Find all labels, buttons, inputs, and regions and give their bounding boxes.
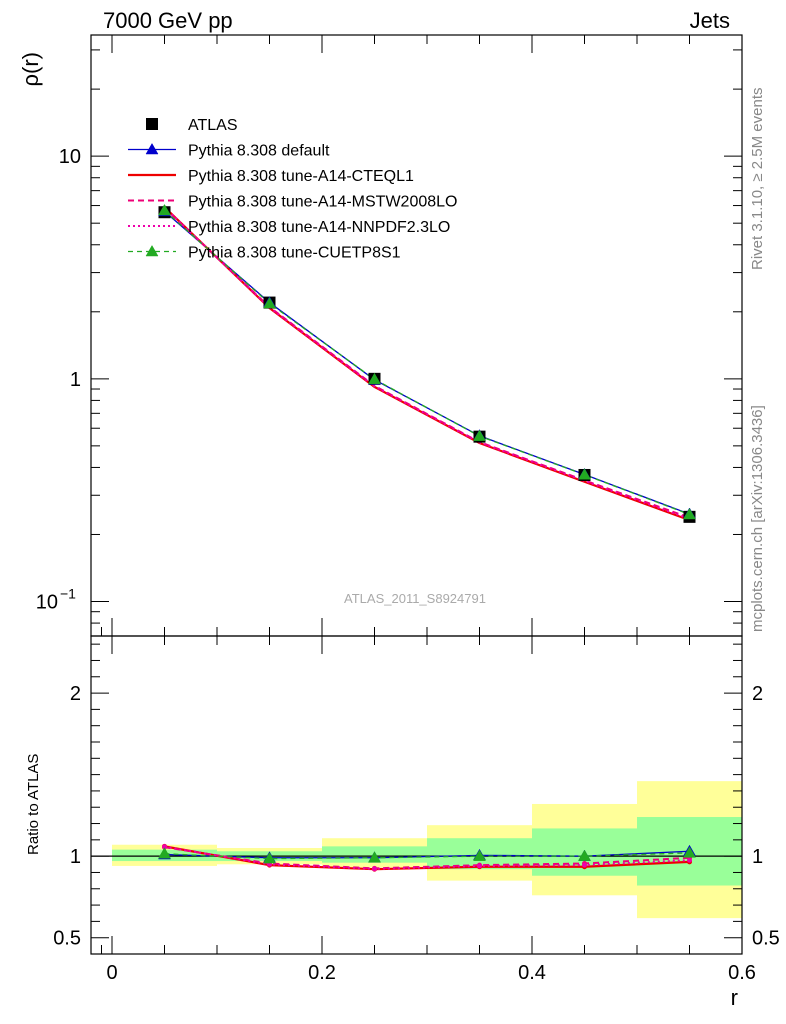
series-4-marker-top-2: [368, 372, 381, 385]
main-ytick-label-exp-0: −1: [60, 586, 76, 602]
ratio-plot-panel: 0.5 0.5 1 1 2 2 0 0.2 0.4 0.6 Ratio to ATLAS r: [25, 635, 780, 1010]
ratio-series-4-marker-0: [158, 847, 171, 859]
header-left-title: 7000 GeV pp: [103, 8, 233, 33]
legend-label-2: Pythia 8.308 tune-A14-MSTW2008LO: [188, 194, 457, 211]
legend-marker-data: [146, 118, 158, 130]
ratio-series-3-dot-4: [582, 862, 587, 868]
ratio-ytick-label-left-1: 1: [70, 846, 81, 868]
legend: ATLAS Pythia 8.308 default Pythia 8.308 tu…: [128, 117, 457, 262]
ratio-ytick-label-right-1: 1: [752, 846, 763, 868]
main-ytick-label-0: 10: [36, 592, 58, 614]
analysis-label: ATLAS_2011_S8924791: [344, 591, 486, 606]
series-line-0: [164, 210, 690, 515]
main-ytick-label-1: 1: [70, 369, 81, 391]
main-y-axis-label: ρ(r): [18, 52, 43, 87]
ratio-series-4-marker-1: [263, 852, 276, 864]
ratio-ytick-label-left-2: 2: [70, 683, 81, 705]
legend-label-3: Pythia 8.308 tune-A14-NNPDF2.3LO: [188, 219, 450, 236]
ratio-series-line-2: [164, 846, 690, 870]
ratio-xtick-label-3: 0.6: [728, 962, 756, 984]
series-4-marker-top-3: [473, 429, 486, 441]
rivet-label: Rivet 3.1.10, ≥ 2.5M events: [749, 88, 766, 271]
ratio-ytick-label-right-2: 2: [752, 683, 763, 705]
ratio-series-4-marker-2: [368, 851, 381, 863]
ratio-xtick-label-2: 0.4: [518, 962, 546, 984]
series-4-marker-top-4: [578, 468, 591, 480]
header-right-title: Jets: [690, 8, 730, 33]
ratio-xtick-label-0: 0: [106, 962, 117, 984]
x-axis-label: r: [731, 985, 738, 1010]
mcplots-label: mcplots.cern.ch [arXiv:1306.3436]: [749, 405, 766, 632]
ratio-series-line-1: [164, 845, 690, 871]
legend-label-0: Pythia 8.308 default: [188, 143, 330, 160]
series-4-marker-top-1: [263, 296, 276, 309]
ratio-series-3-dot-3: [477, 863, 482, 869]
legend-label-data: ATLAS: [188, 117, 238, 134]
legend-label-1: Pythia 8.308 tune-A14-CTEQL1: [188, 168, 414, 185]
series-line-3: [163, 206, 690, 520]
ratio-series-4-marker-3: [473, 849, 486, 861]
legend-marker-0: [145, 142, 159, 155]
ratio-series-line-4: [164, 852, 690, 860]
series-4-marker-top-5: [683, 507, 696, 520]
legend-label-4: Pythia 8.308 tune-CUETP8S1: [188, 245, 401, 262]
ratio-ytick-label-left-0: 0.5: [53, 928, 81, 950]
series-4-marker-top-0: [158, 204, 171, 216]
ratio-series-4-marker-5: [683, 846, 696, 858]
ratio-ytick-label-right-0: 0.5: [752, 928, 780, 950]
ratio-series-3-dot-2: [372, 866, 377, 872]
ratio-xtick-label-1: 0.2: [308, 962, 336, 984]
ratio-plot-frame: [90, 635, 743, 955]
legend-marker-4: [145, 244, 159, 257]
ratio-series-3-dot-5: [687, 857, 692, 863]
ratio-series-4-marker-4: [578, 849, 591, 861]
ratio-y-axis-label: Ratio to ATLAS: [25, 754, 42, 855]
ratio-series-3-dot-0: [162, 844, 167, 850]
main-ytick-label-2: 10: [59, 146, 81, 168]
